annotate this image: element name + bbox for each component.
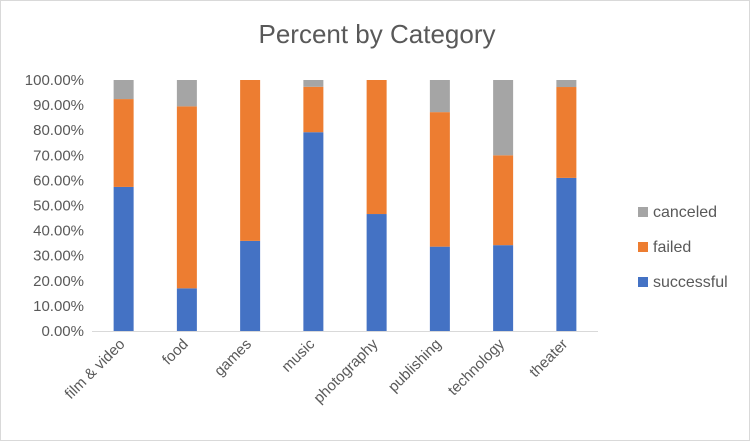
x-tick-label: technology bbox=[445, 335, 509, 399]
y-tick-label: 30.00% bbox=[33, 248, 84, 265]
bar-successful bbox=[493, 245, 514, 331]
bar-canceled bbox=[429, 80, 450, 113]
legend-label-failed: failed bbox=[653, 239, 691, 256]
y-tick-label: 10.00% bbox=[33, 298, 84, 315]
x-tick-label: film & video bbox=[62, 336, 129, 403]
legend-swatch-canceled bbox=[638, 207, 648, 217]
bar-successful bbox=[113, 186, 134, 331]
bar-failed bbox=[493, 155, 514, 246]
bar-failed bbox=[240, 80, 261, 241]
bar-canceled bbox=[303, 80, 324, 87]
bar-failed bbox=[429, 112, 450, 247]
y-tick-label: 50.00% bbox=[33, 198, 84, 215]
x-tick-label: publishing bbox=[385, 336, 445, 396]
chart-title: Percent by Category bbox=[258, 19, 496, 49]
bar-canceled bbox=[113, 80, 134, 100]
bar-canceled bbox=[176, 80, 197, 107]
legend-label-successful: successful bbox=[653, 274, 728, 291]
y-tick-label: 0.00% bbox=[41, 323, 84, 340]
y-tick-label: 70.00% bbox=[33, 147, 84, 164]
y-tick-label: 100.00% bbox=[25, 72, 84, 89]
y-tick-label: 90.00% bbox=[33, 97, 84, 114]
y-tick-label: 40.00% bbox=[33, 223, 84, 240]
bar-successful bbox=[176, 288, 197, 331]
bar-successful bbox=[303, 132, 324, 331]
bar-successful bbox=[240, 240, 261, 331]
bar-failed bbox=[113, 99, 134, 187]
x-tick-label: theater bbox=[526, 336, 571, 381]
legend-label-canceled: canceled bbox=[653, 204, 717, 221]
x-tick-label: food bbox=[159, 336, 192, 369]
x-tick-label: games bbox=[211, 336, 255, 380]
x-tick-label: music bbox=[278, 335, 318, 375]
bar-failed bbox=[176, 106, 197, 289]
bar-failed bbox=[556, 87, 577, 178]
legend-swatch-successful bbox=[638, 277, 648, 287]
x-tick-label: photography bbox=[310, 335, 381, 406]
bar-successful bbox=[429, 246, 450, 331]
y-tick-label: 80.00% bbox=[33, 122, 84, 139]
bar-successful bbox=[556, 177, 577, 331]
y-tick-label: 20.00% bbox=[33, 273, 84, 290]
bar-failed bbox=[303, 86, 324, 133]
bar-canceled bbox=[556, 80, 577, 88]
bar-successful bbox=[366, 214, 387, 331]
bar-canceled bbox=[493, 80, 514, 156]
y-tick-label: 60.00% bbox=[33, 172, 84, 189]
bar-failed bbox=[366, 80, 387, 215]
legend-swatch-failed bbox=[638, 242, 648, 252]
